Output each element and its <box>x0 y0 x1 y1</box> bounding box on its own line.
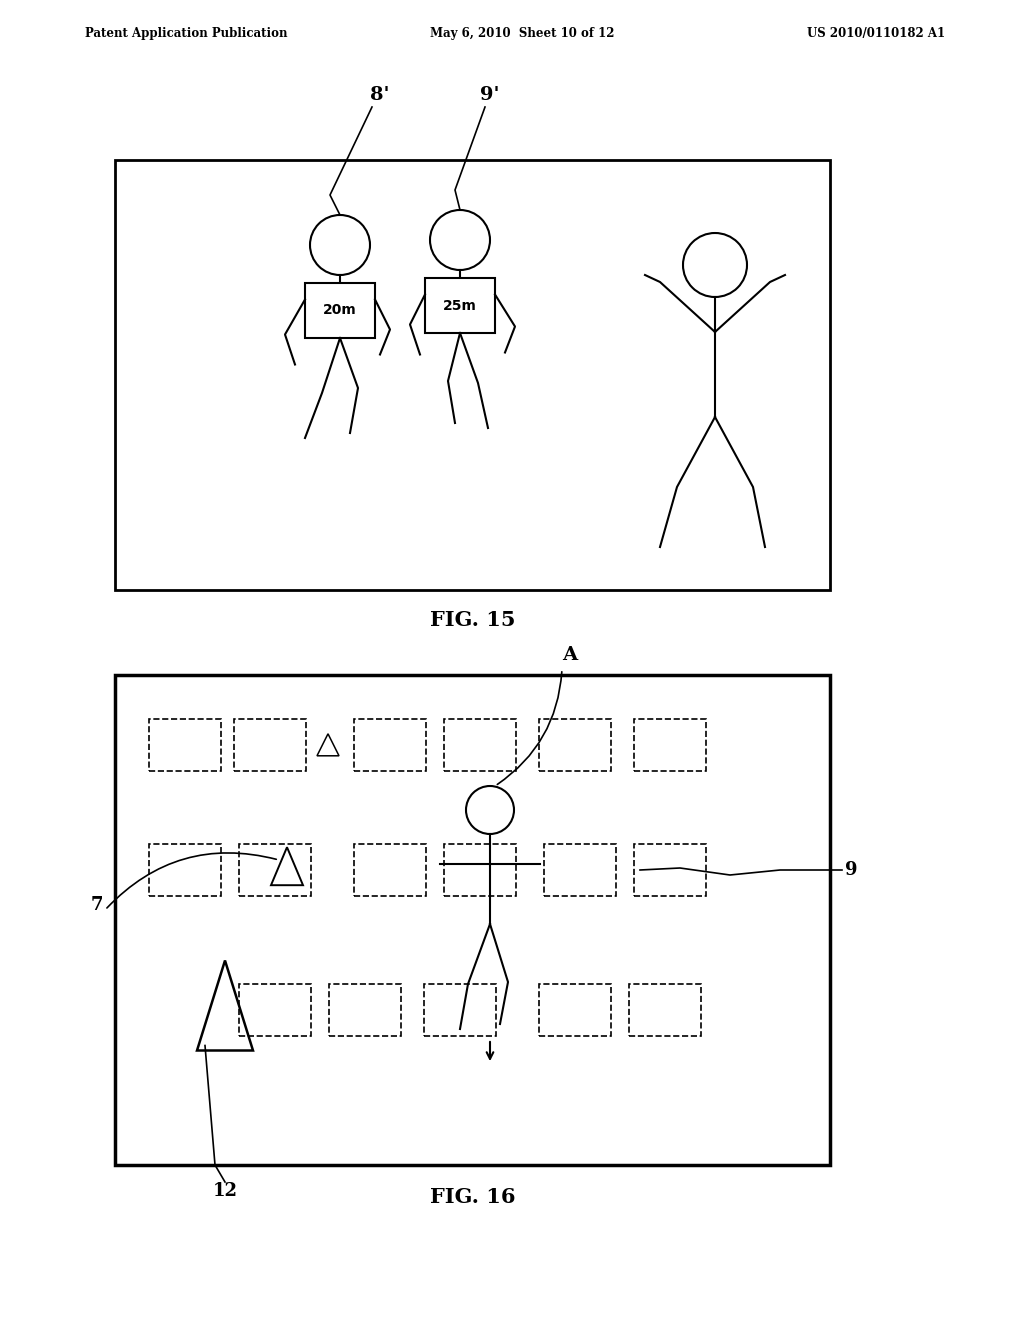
Bar <box>539 719 611 771</box>
Bar <box>544 843 616 896</box>
Bar <box>634 843 706 896</box>
Bar <box>425 279 495 333</box>
Bar <box>329 983 401 1036</box>
Bar <box>634 719 706 771</box>
Text: US 2010/0110182 A1: US 2010/0110182 A1 <box>807 26 945 40</box>
Bar <box>239 983 311 1036</box>
Bar <box>115 675 830 1166</box>
Text: Patent Application Publication: Patent Application Publication <box>85 26 288 40</box>
Bar <box>354 719 426 771</box>
Text: 9': 9' <box>480 86 500 104</box>
Text: FIG. 16: FIG. 16 <box>430 1187 516 1206</box>
Text: 20m: 20m <box>324 304 357 318</box>
Text: May 6, 2010  Sheet 10 of 12: May 6, 2010 Sheet 10 of 12 <box>430 26 614 40</box>
Bar <box>150 843 221 896</box>
Text: 7: 7 <box>91 896 103 913</box>
Bar <box>629 983 701 1036</box>
Text: 8': 8' <box>371 86 390 104</box>
Bar <box>444 843 516 896</box>
Bar <box>424 983 496 1036</box>
Text: 12: 12 <box>213 1181 238 1200</box>
Text: FIG. 15: FIG. 15 <box>430 610 516 630</box>
Text: A: A <box>562 645 578 664</box>
Bar <box>305 282 375 338</box>
Bar <box>150 719 221 771</box>
Text: 25m: 25m <box>443 298 477 313</box>
Bar <box>239 843 311 896</box>
Bar <box>354 843 426 896</box>
Bar <box>234 719 306 771</box>
Text: 9: 9 <box>845 861 857 879</box>
Bar <box>444 719 516 771</box>
Bar <box>539 983 611 1036</box>
Bar <box>115 160 830 590</box>
